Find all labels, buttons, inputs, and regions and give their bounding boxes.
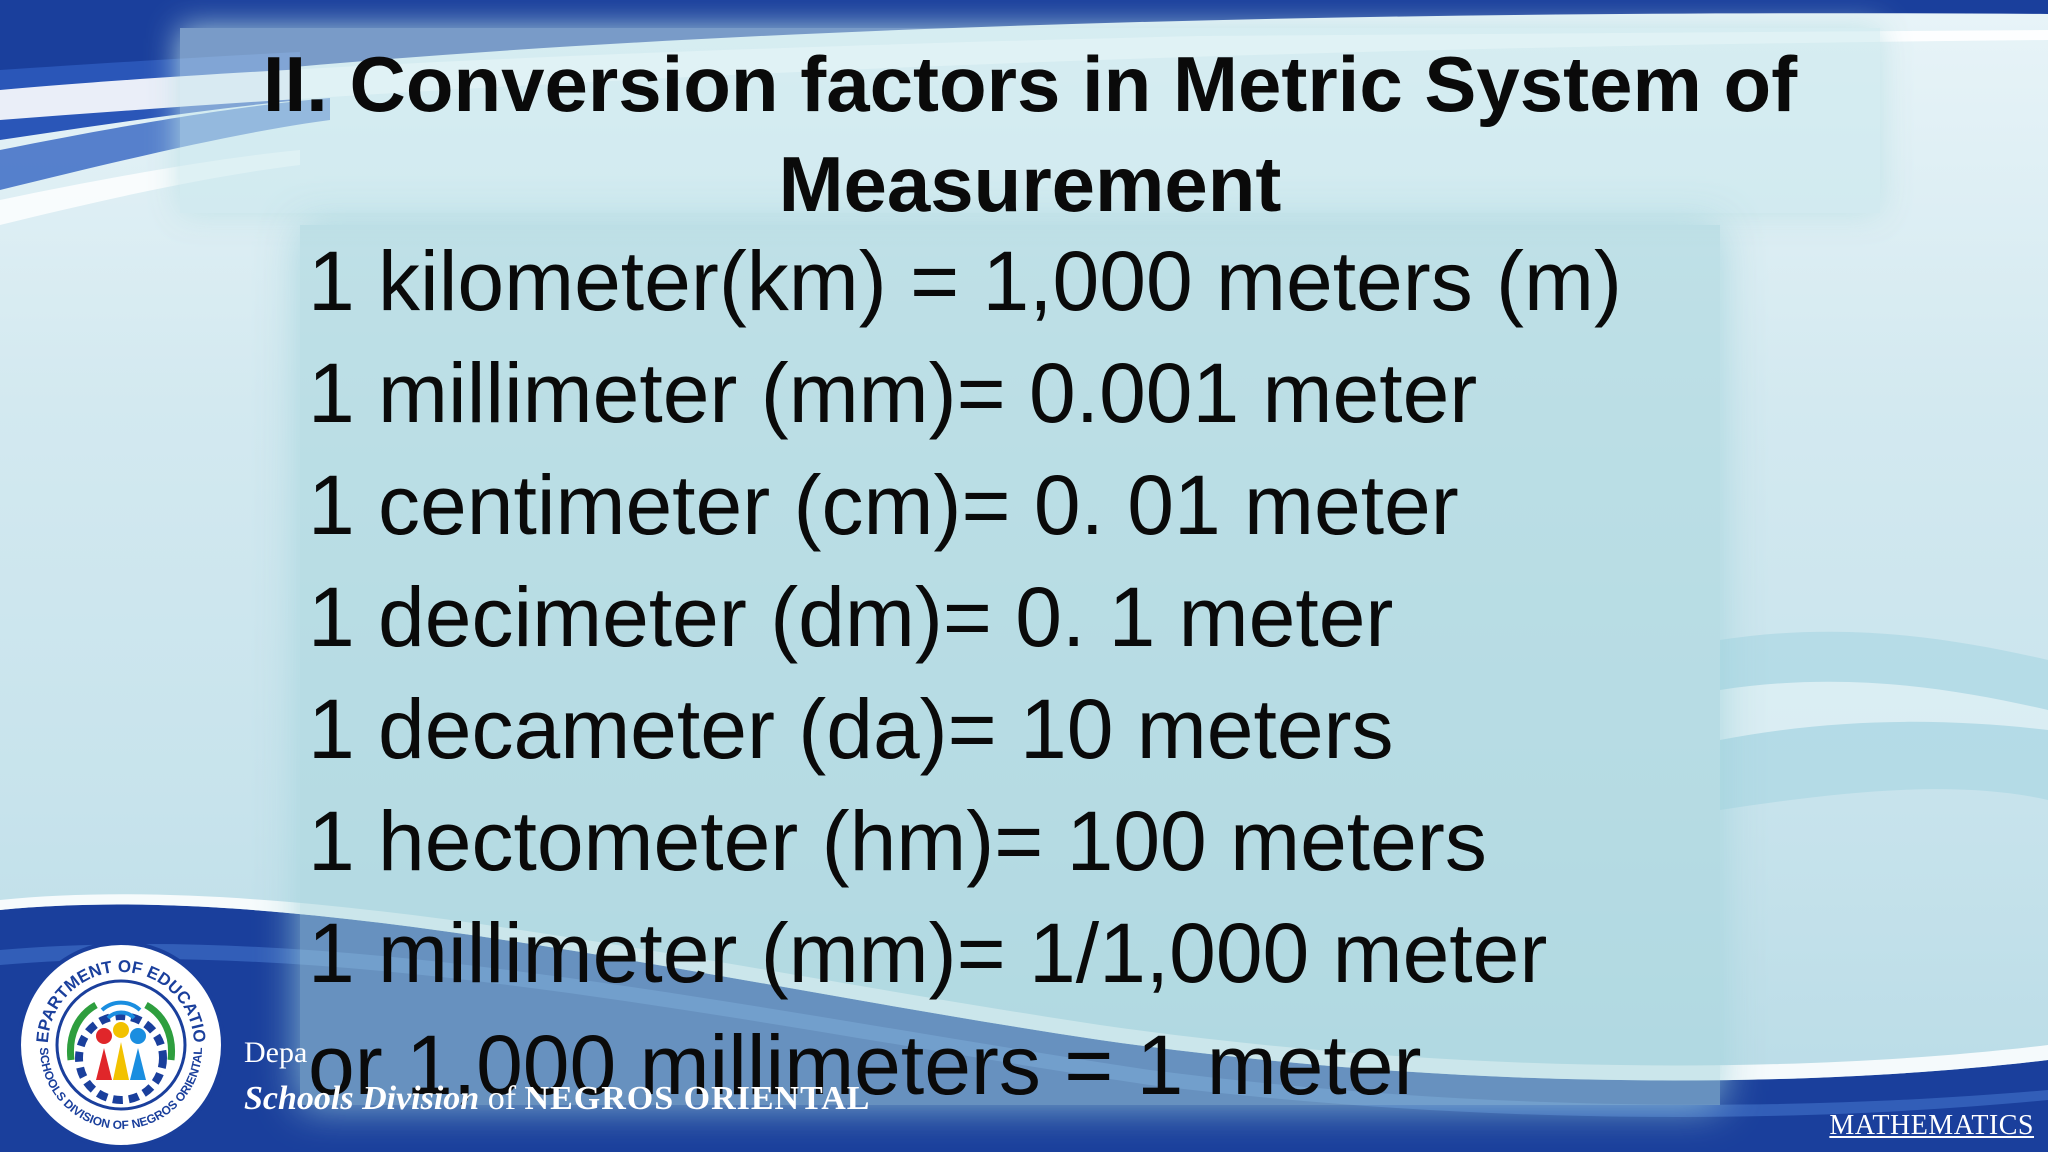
conversion-list: 1 kilometer(km) = 1,000 meters (m) 1 mil… [308, 225, 1622, 1121]
conversion-item-cm: 1 centimeter (cm)= 0. 01 meter [308, 458, 1459, 552]
conversion-item-km: 1 kilometer(km) = 1,000 meters (m) [308, 234, 1622, 328]
deped-seal-logo: DEPARTMENT OF EDUCATION SCHOOLS DIVISION… [16, 940, 225, 1149]
content-panel [300, 225, 1720, 1105]
footer-division-of: of [479, 1080, 525, 1117]
conversion-item-dm: 1 decimeter (dm)= 0. 1 meter [308, 570, 1394, 664]
conversion-item-mm-to-m: or 1,000 millimeters = 1 meter [308, 1018, 1422, 1112]
footer-division-text: Schools Division of NEGROS ORIENTAL [244, 1080, 870, 1118]
conversion-item-mm-fraction: 1 millimeter (mm)= 1/1,000 meter [308, 906, 1548, 1000]
footer-division-script: Schools Division [244, 1080, 480, 1117]
conversion-item-hm: 1 hectometer (hm)= 100 meters [308, 794, 1487, 888]
footer-department-text: Depa [244, 1036, 308, 1069]
title-panel [180, 28, 1880, 213]
slide-title: II. Conversion factors in Metric System … [262, 40, 1798, 228]
conversion-item-mm: 1 millimeter (mm)= 0.001 meter [308, 346, 1478, 440]
conversion-item-da: 1 decameter (da)= 10 meters [308, 682, 1394, 776]
subject-label: MATHEMATICS [1829, 1110, 2034, 1141]
footer-division-name: NEGROS ORIENTAL [524, 1080, 871, 1117]
